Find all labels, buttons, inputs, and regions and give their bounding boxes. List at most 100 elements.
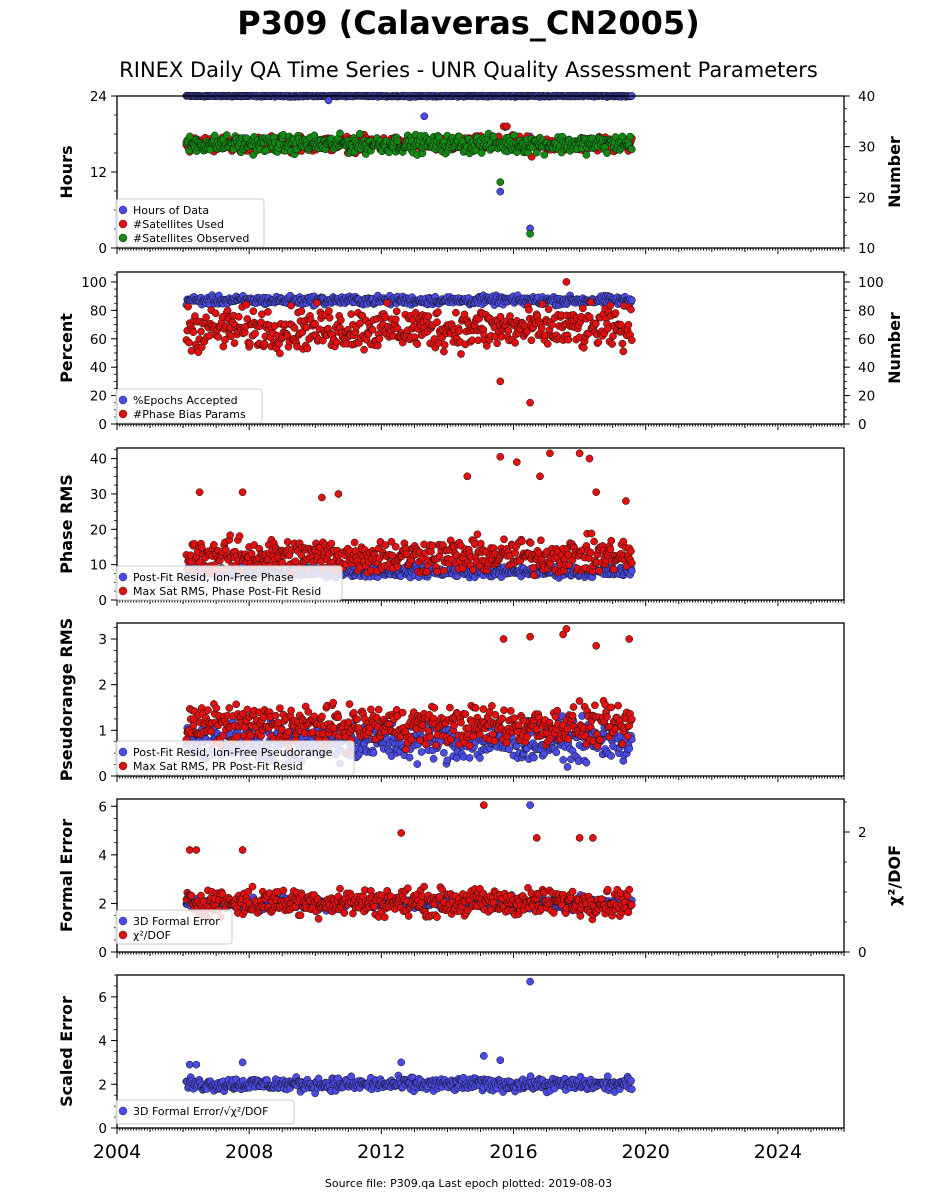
data-point bbox=[504, 326, 513, 335]
data-point bbox=[606, 301, 615, 310]
data-point bbox=[413, 340, 422, 348]
data-point bbox=[287, 301, 295, 310]
y2-tick-label: 20 bbox=[858, 389, 875, 405]
legend-label: #Satellites Used bbox=[133, 218, 224, 231]
data-point bbox=[211, 309, 220, 318]
data-point bbox=[626, 132, 634, 141]
y-tick-label: 60 bbox=[90, 332, 107, 348]
data-points bbox=[182, 92, 636, 238]
y2-tick-label: 40 bbox=[858, 360, 875, 376]
data-point bbox=[391, 542, 400, 551]
data-point bbox=[627, 145, 636, 154]
data-point bbox=[474, 336, 483, 345]
y-tick-label: 10 bbox=[90, 558, 107, 574]
data-point bbox=[440, 341, 449, 349]
data-point bbox=[627, 559, 636, 567]
data-point bbox=[511, 339, 519, 347]
data-points bbox=[182, 449, 636, 582]
x-axis bbox=[116, 424, 845, 430]
data-point bbox=[627, 336, 636, 345]
data-point bbox=[473, 530, 482, 539]
data-point bbox=[465, 754, 474, 762]
chart-panel: 0 10 20 30 40 Phase RMS Post-Fit Resid, Ion-Fr… bbox=[57, 447, 845, 609]
data-point bbox=[526, 539, 535, 547]
data-point bbox=[548, 320, 556, 329]
data-point bbox=[185, 132, 194, 141]
data-point bbox=[440, 347, 448, 356]
y-axis-label: Hours bbox=[57, 145, 76, 198]
data-point bbox=[595, 566, 604, 575]
x-axis bbox=[116, 248, 845, 254]
data-point-outlier bbox=[463, 472, 472, 481]
data-point bbox=[537, 324, 546, 333]
y-tick-label: 24 bbox=[90, 89, 107, 105]
legend-label: #Satellites Observed bbox=[133, 232, 249, 245]
y2-axis-label: Number bbox=[885, 312, 904, 384]
data-point bbox=[417, 748, 426, 756]
data-point bbox=[586, 298, 595, 307]
data-point bbox=[429, 754, 438, 763]
data-point bbox=[189, 328, 198, 337]
data-point bbox=[235, 532, 244, 540]
y2-tick-label: 20 bbox=[858, 190, 875, 206]
data-point bbox=[234, 312, 243, 321]
data-point bbox=[609, 565, 618, 574]
data-point bbox=[413, 760, 422, 768]
y-axis-left: 0 10 20 30 40 bbox=[90, 449, 117, 609]
data-point bbox=[368, 325, 377, 334]
data-point bbox=[594, 338, 603, 347]
legend-label: #Phase Bias Params bbox=[133, 408, 246, 421]
data-point-outlier bbox=[496, 377, 505, 386]
y-axis-left: 0 20 40 60 80 100 bbox=[81, 274, 117, 433]
data-points bbox=[182, 278, 636, 407]
data-point bbox=[393, 137, 402, 145]
data-point bbox=[197, 327, 205, 336]
data-point bbox=[347, 310, 356, 318]
data-point bbox=[493, 339, 501, 348]
y2-tick-label: 100 bbox=[858, 275, 884, 291]
data-point-outlier bbox=[512, 458, 521, 466]
data-point bbox=[476, 539, 485, 548]
y-axis-left: 0 12 24 bbox=[90, 89, 117, 257]
data-point bbox=[332, 338, 341, 347]
y-tick-label: 0 bbox=[98, 417, 107, 433]
data-point bbox=[540, 151, 549, 159]
data-point bbox=[303, 344, 312, 353]
data-point bbox=[411, 308, 420, 317]
data-point bbox=[249, 307, 258, 316]
y-tick-label: 40 bbox=[90, 452, 107, 468]
data-point bbox=[383, 299, 392, 307]
data-point bbox=[210, 540, 218, 549]
chart-subtitle: RINEX Daily QA Time Series - UNR Quality… bbox=[119, 58, 818, 82]
data-point bbox=[579, 304, 587, 313]
data-point bbox=[230, 339, 239, 347]
y2-tick-label: 80 bbox=[858, 303, 875, 319]
data-point bbox=[264, 308, 272, 316]
y-tick-label: 80 bbox=[90, 303, 107, 319]
data-point bbox=[246, 339, 254, 348]
data-point bbox=[310, 131, 319, 140]
data-point-outlier bbox=[503, 122, 511, 131]
data-point bbox=[185, 338, 193, 347]
data-point bbox=[624, 320, 633, 329]
data-point bbox=[582, 151, 591, 159]
data-point bbox=[373, 341, 382, 350]
y-tick-label: 30 bbox=[90, 487, 107, 503]
series-1 bbox=[182, 291, 636, 310]
data-point bbox=[476, 754, 484, 762]
data-point bbox=[369, 749, 378, 757]
legend-marker bbox=[118, 233, 128, 243]
data-point bbox=[506, 312, 514, 320]
data-point bbox=[424, 312, 433, 321]
data-point bbox=[611, 309, 620, 317]
data-point-outlier bbox=[622, 497, 630, 505]
y-tick-label: 0 bbox=[98, 241, 107, 257]
data-point-outlier bbox=[536, 472, 544, 481]
y-axis-label: Phase RMS bbox=[57, 474, 76, 574]
series-3 bbox=[182, 129, 636, 238]
data-point bbox=[433, 567, 441, 576]
y-tick-label: 40 bbox=[90, 360, 107, 376]
data-point bbox=[452, 308, 460, 317]
